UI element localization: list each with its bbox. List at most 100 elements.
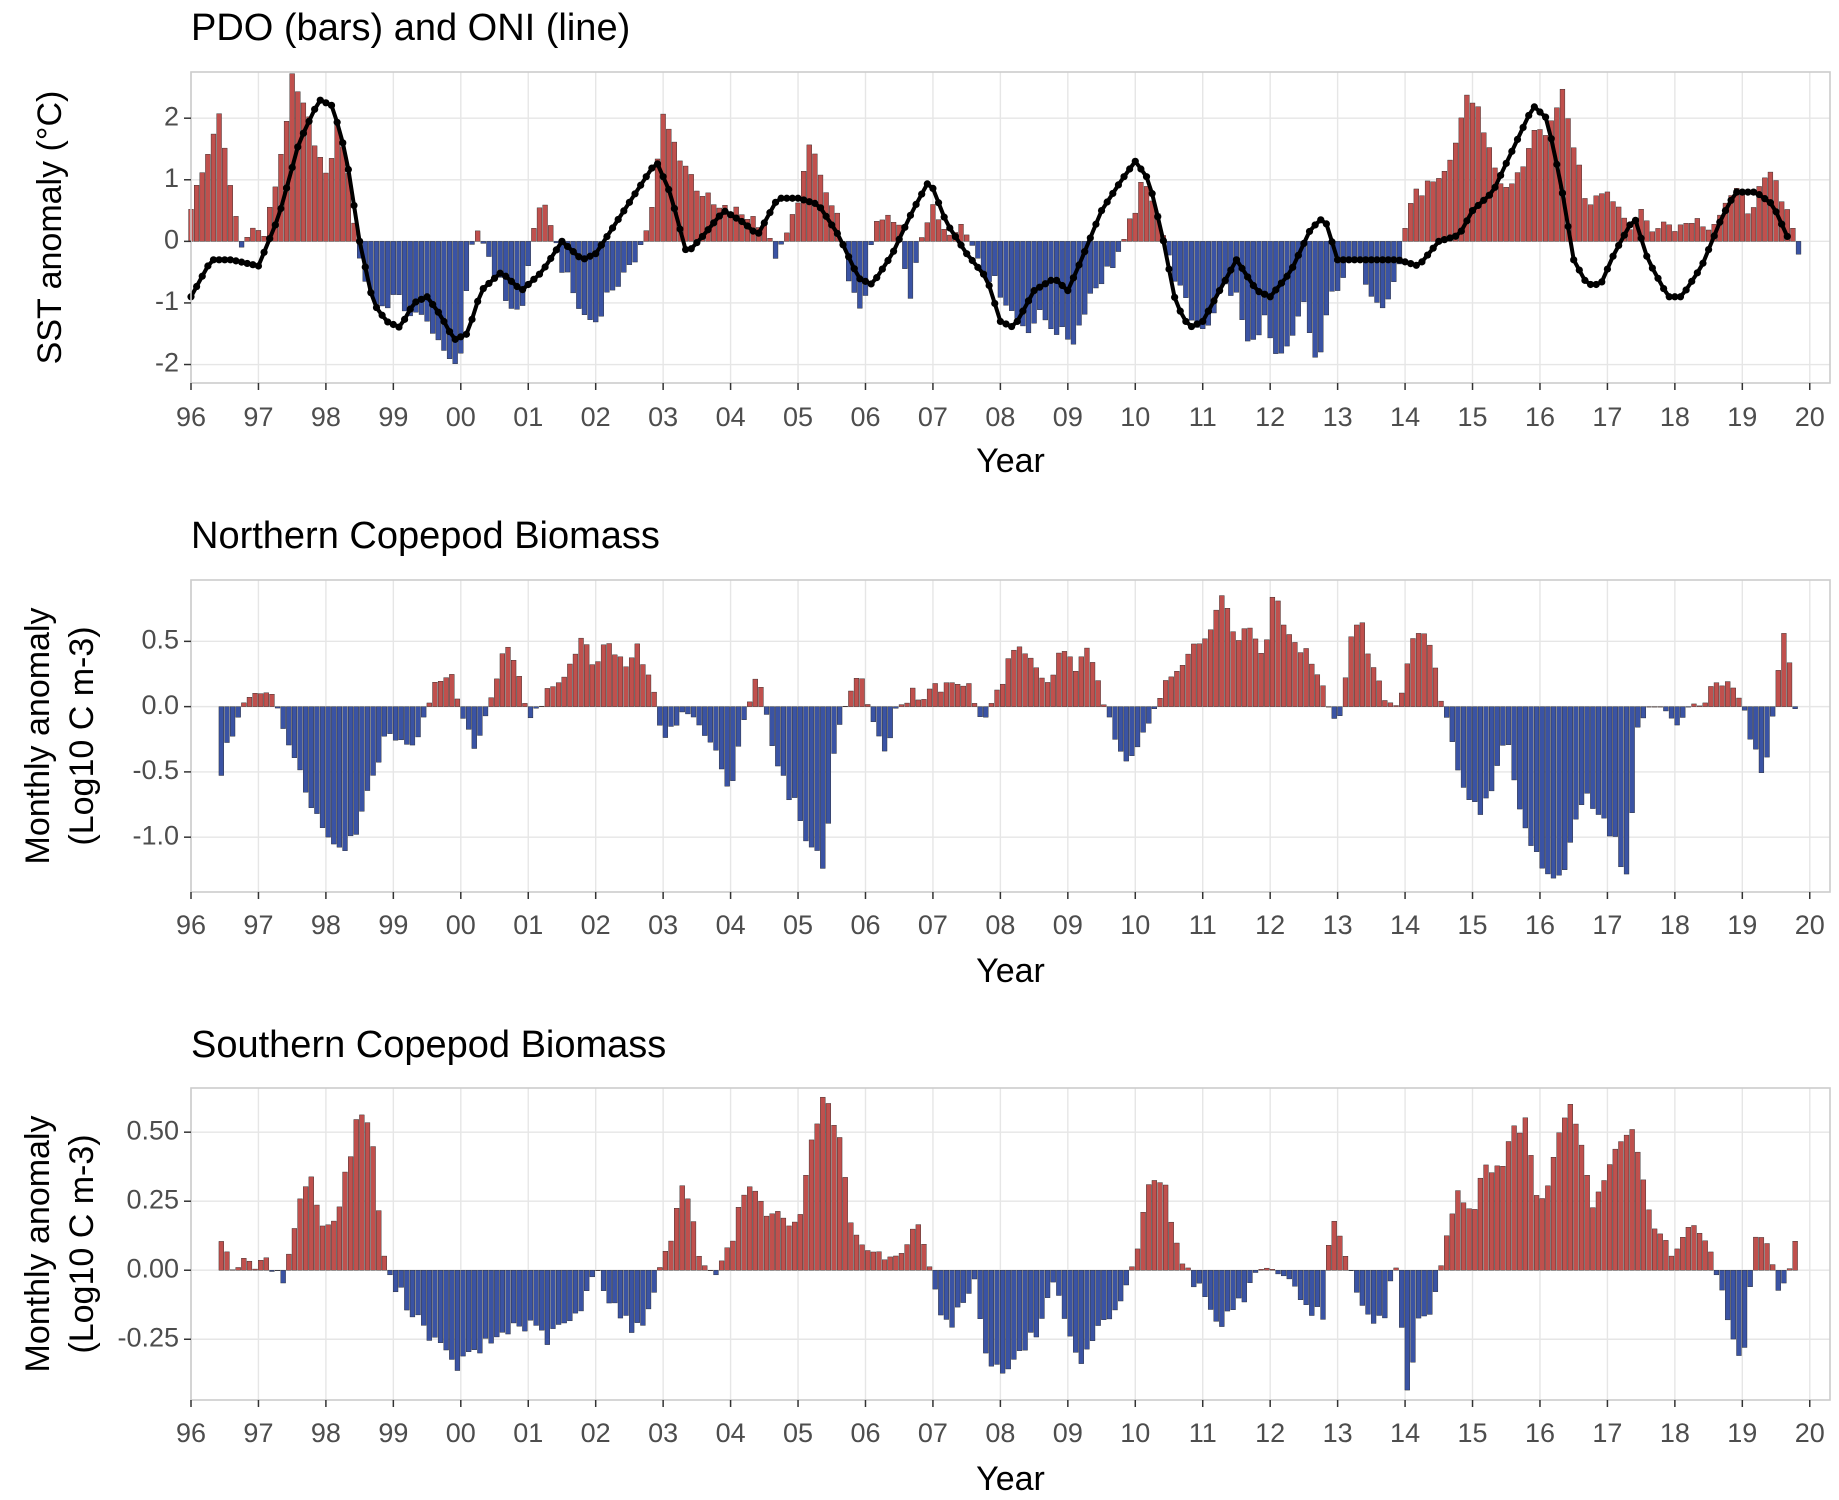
oni-point [625,198,634,206]
bar [837,1137,843,1271]
x-tick-label: 98 [311,910,341,940]
bar [868,241,874,245]
bar [758,1201,764,1271]
bar [1067,656,1073,707]
bar [1741,1270,1748,1348]
bar [199,172,205,242]
oni-point [429,300,437,309]
oni-point [614,215,622,224]
oni-point [457,333,465,341]
oni-point [535,270,544,278]
oni-point [1609,252,1617,260]
bar [1127,218,1133,242]
bar [1320,685,1326,707]
bar [1134,706,1141,748]
bar [786,706,792,801]
oni-point [1457,227,1465,235]
bar [1196,1270,1202,1284]
bar [274,1270,281,1271]
x-tick-label: 11 [1189,1418,1217,1448]
x-tick-label: 11 [1189,402,1217,432]
bar [426,1270,432,1341]
oni-point [884,256,892,265]
bar [694,190,700,242]
bar [1048,241,1054,329]
oni-point [479,284,487,293]
bar [1239,241,1245,320]
bar [1587,204,1594,242]
bar [1275,1270,1281,1275]
oni-point [963,250,971,258]
oni-point [929,184,937,192]
bar [1020,241,1026,327]
bar [475,230,481,242]
bar [1503,187,1509,242]
bar [1432,667,1439,707]
x-tick-label: 15 [1457,910,1487,940]
bar [224,1251,230,1271]
bar [1014,241,1020,319]
bar [1284,241,1290,347]
oni-point [530,275,538,283]
bar [1393,705,1399,707]
bar [252,1268,258,1271]
bar [696,1255,702,1271]
bar [1230,1270,1236,1310]
bar [707,1270,713,1271]
bar [567,1270,573,1322]
bar [1770,1264,1776,1271]
x-tick-label: 19 [1727,1418,1757,1448]
bar [314,1204,320,1271]
bar [696,706,702,726]
bar [398,1270,404,1288]
bar [885,214,891,242]
bar [1668,706,1675,719]
oni-point [1159,237,1167,245]
bar [671,141,677,242]
bar [1252,1270,1259,1273]
bar [960,1270,966,1303]
bar [724,706,730,787]
bar [1292,642,1298,707]
y-tick-label: -1 [155,286,179,316]
x-tick-label: 02 [581,910,611,940]
oni-point [1081,248,1089,256]
bar [758,687,764,707]
oni-point [586,252,594,260]
bar [683,165,689,242]
bar [1593,195,1599,242]
oni-point [316,96,324,104]
bar [609,241,616,291]
bar [595,661,601,707]
bar [769,1213,775,1271]
oni-point [1721,206,1730,215]
y-axis-label: (Log10 C m-3) [63,626,101,845]
bar [752,1190,758,1271]
bar [1528,706,1534,846]
oni-point [794,194,802,202]
bar [1449,1213,1455,1271]
bar [567,663,573,707]
bar [975,241,981,259]
bar [983,1270,989,1354]
bar [1517,706,1523,810]
bar [359,1114,365,1271]
bar [409,1270,416,1318]
bar [792,706,798,798]
bar [1623,1134,1630,1271]
bar [1250,241,1256,340]
bar [1573,1123,1579,1271]
x-axis-label: Year [976,442,1045,480]
bar [1677,224,1684,242]
oni-point [682,245,690,254]
bar [1230,631,1236,707]
bar [955,684,961,707]
bar [1309,663,1315,707]
oni-point [1474,201,1482,210]
x-axis-label: Year [976,1460,1045,1498]
oni-point [1699,259,1707,267]
oni-point [271,221,279,229]
bar [336,1206,343,1271]
bar [699,196,706,242]
bar [651,691,657,707]
